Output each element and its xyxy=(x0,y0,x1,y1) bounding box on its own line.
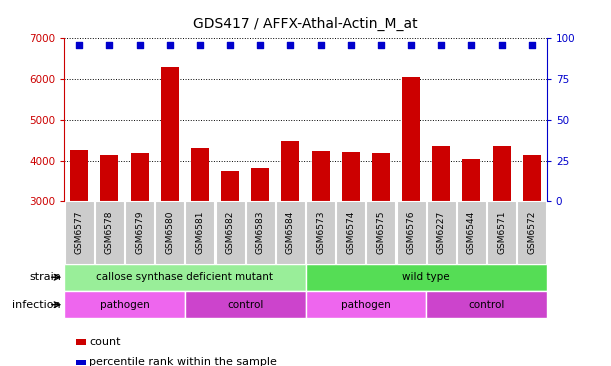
Text: pathogen: pathogen xyxy=(100,300,149,310)
Text: GSM6578: GSM6578 xyxy=(105,211,114,254)
Text: count: count xyxy=(89,337,121,347)
Text: percentile rank within the sample: percentile rank within the sample xyxy=(89,357,277,366)
Text: GSM6581: GSM6581 xyxy=(196,211,205,254)
Point xyxy=(104,42,114,48)
Text: GSM6574: GSM6574 xyxy=(346,211,355,254)
Text: control: control xyxy=(468,300,505,310)
Bar xyxy=(221,171,239,201)
Text: GSM6582: GSM6582 xyxy=(225,211,235,254)
Bar xyxy=(402,77,420,201)
Point xyxy=(285,42,295,48)
Text: GSM6573: GSM6573 xyxy=(316,211,325,254)
Point xyxy=(346,42,356,48)
Bar xyxy=(463,159,480,201)
Text: GSM6577: GSM6577 xyxy=(75,211,84,254)
Point xyxy=(134,42,144,48)
Bar xyxy=(492,146,511,201)
Text: GSM6584: GSM6584 xyxy=(286,211,295,254)
Text: GSM6544: GSM6544 xyxy=(467,211,476,254)
Text: GSM6583: GSM6583 xyxy=(256,211,265,254)
Text: GSM6571: GSM6571 xyxy=(497,211,506,254)
Text: GSM6579: GSM6579 xyxy=(135,211,144,254)
Point xyxy=(75,42,84,48)
Bar xyxy=(523,155,541,201)
Text: control: control xyxy=(227,300,263,310)
Point xyxy=(376,42,386,48)
Text: GSM6575: GSM6575 xyxy=(376,211,386,254)
Bar xyxy=(161,67,179,201)
Text: callose synthase deficient mutant: callose synthase deficient mutant xyxy=(97,272,273,282)
Point xyxy=(225,42,235,48)
Bar xyxy=(312,151,330,201)
Point xyxy=(195,42,205,48)
Text: GSM6576: GSM6576 xyxy=(406,211,415,254)
Point xyxy=(406,42,416,48)
Bar xyxy=(191,148,209,201)
Text: strain: strain xyxy=(29,272,61,282)
Text: GDS417 / AFFX-Athal-Actin_M_at: GDS417 / AFFX-Athal-Actin_M_at xyxy=(193,17,418,31)
Bar xyxy=(432,146,450,201)
Point xyxy=(316,42,326,48)
Point xyxy=(467,42,477,48)
Point xyxy=(255,42,265,48)
Text: wild type: wild type xyxy=(403,272,450,282)
Bar xyxy=(100,155,119,201)
Bar xyxy=(70,150,89,201)
Text: GSM6227: GSM6227 xyxy=(437,211,446,254)
Point xyxy=(436,42,446,48)
Text: GSM6580: GSM6580 xyxy=(165,211,174,254)
Bar xyxy=(372,153,390,201)
Bar xyxy=(282,141,299,201)
Bar xyxy=(251,168,269,201)
Text: infection: infection xyxy=(12,300,61,310)
Bar xyxy=(342,152,360,201)
Point xyxy=(497,42,507,48)
Point xyxy=(527,42,536,48)
Bar xyxy=(131,153,148,201)
Text: pathogen: pathogen xyxy=(341,300,390,310)
Text: GSM6572: GSM6572 xyxy=(527,211,536,254)
Point xyxy=(165,42,175,48)
